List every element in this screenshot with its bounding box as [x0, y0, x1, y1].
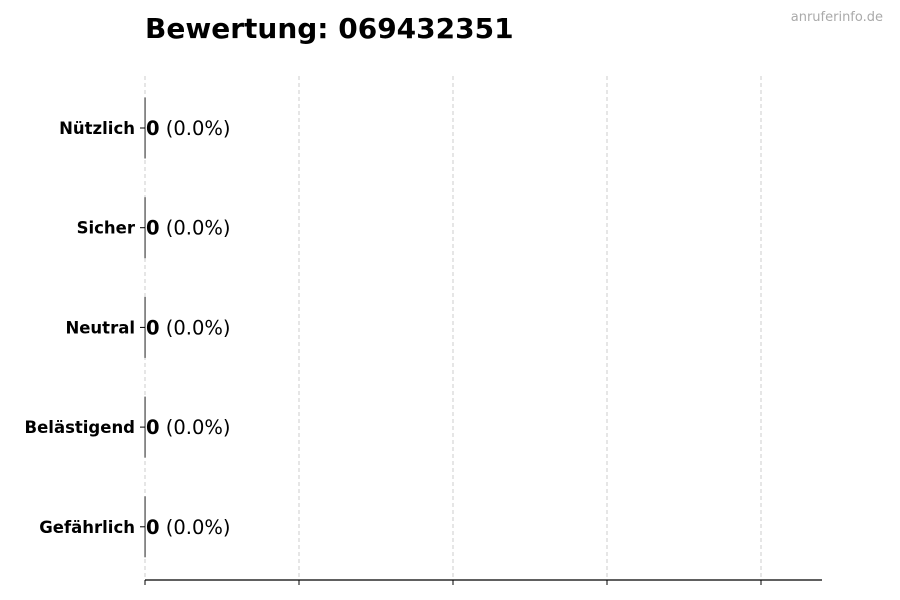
- value-label: 0: [146, 117, 160, 140]
- percent-label: (0.0%): [160, 316, 231, 339]
- chart-title: Bewertung: 069432351: [145, 12, 514, 45]
- data-label: 0 (0.0%): [146, 316, 231, 339]
- value-label: 0: [146, 217, 160, 240]
- value-label: 0: [146, 516, 160, 539]
- watermark: anruferinfo.de: [790, 10, 883, 25]
- percent-label: (0.0%): [160, 117, 231, 140]
- data-label: 0 (0.0%): [146, 416, 231, 439]
- percent-label: (0.0%): [160, 516, 231, 539]
- percent-label: (0.0%): [160, 217, 231, 240]
- value-label: 0: [146, 316, 160, 339]
- y-tick-label: Belästigend: [25, 418, 135, 437]
- data-label: 0 (0.0%): [146, 217, 231, 240]
- y-tick-label: Sicher: [77, 219, 136, 238]
- y-tick-label: Gefährlich: [39, 518, 135, 537]
- data-label: 0 (0.0%): [146, 117, 231, 140]
- y-tick-label: Neutral: [65, 318, 135, 337]
- value-label: 0: [146, 416, 160, 439]
- data-label: 0 (0.0%): [146, 516, 231, 539]
- percent-label: (0.0%): [160, 416, 231, 439]
- y-tick-label: Nützlich: [59, 119, 135, 138]
